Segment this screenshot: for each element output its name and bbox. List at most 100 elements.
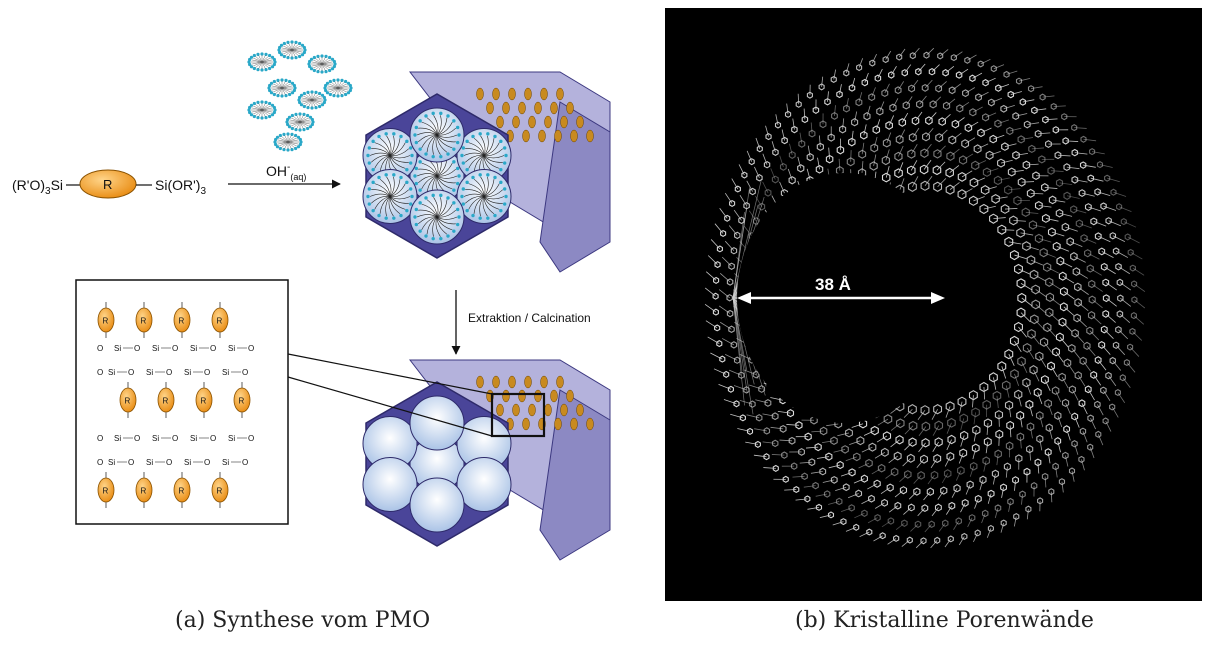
network-o-label: O [210, 434, 216, 443]
framework-perspective-streak [732, 297, 755, 385]
network-si-label: Si [108, 368, 115, 377]
framework-bond [1038, 205, 1052, 208]
zoom-line-top [287, 353, 493, 395]
framework-ring-unit [953, 484, 961, 493]
framework-bond [714, 223, 724, 234]
framework-bond [945, 406, 951, 418]
framework-bond [890, 406, 901, 414]
framework-bond [721, 338, 735, 346]
framework-ring-unit [1095, 430, 1102, 438]
framework-bond [973, 412, 976, 425]
framework-ring-unit [942, 69, 949, 77]
framework-bond [1074, 332, 1085, 344]
framework-ring-unit [1014, 389, 1023, 400]
framework-ring-unit [713, 276, 720, 284]
framework-bond [1087, 389, 1095, 401]
svg-text:(R'O)3Si: (R'O)3Si [12, 177, 63, 197]
framework-bond [1072, 389, 1079, 401]
framework-bond [1048, 427, 1053, 440]
framework-ring-unit [868, 442, 877, 452]
framework-bond [755, 195, 763, 207]
network-r-group [119, 387, 137, 413]
framework-ring-unit [831, 111, 838, 120]
network-r-label: R [125, 397, 131, 406]
framework-ring-unit [1004, 400, 1014, 410]
framework-bond [890, 66, 897, 76]
framework-bond [911, 144, 918, 155]
framework-ring-unit [1070, 252, 1078, 261]
framework-bond [1089, 330, 1100, 341]
framework-bond [839, 84, 842, 95]
framework-ring-unit [841, 445, 849, 454]
network-o-label: O [166, 368, 172, 377]
framework-bond [728, 369, 742, 376]
framework-ring-unit [748, 158, 755, 166]
framework-bond [833, 69, 837, 80]
framework-ring-unit [942, 519, 949, 527]
framework-ring-unit [1034, 129, 1042, 138]
framework-ring-unit [1098, 340, 1106, 349]
framework-ring-unit [1028, 220, 1038, 230]
framework-ring-unit [893, 534, 900, 542]
framework-bond [938, 81, 947, 89]
framework-bond [1027, 122, 1040, 125]
framework-ring-unit [1102, 278, 1110, 287]
framework-bond [1026, 245, 1039, 251]
framework-bond [866, 105, 871, 117]
framework-bond [847, 493, 859, 499]
framework-ring-unit [1034, 200, 1043, 211]
framework-bond [1048, 281, 1061, 290]
framework-bond [1082, 360, 1092, 372]
framework-ring-unit [741, 171, 748, 179]
framework-bond [745, 441, 758, 445]
framework-ring-unit [882, 138, 891, 148]
framework-bond [1009, 127, 1022, 132]
framework-bond [888, 455, 898, 464]
framework-bond [986, 528, 992, 538]
framework-bond [958, 536, 965, 546]
framework-bond [1132, 267, 1145, 276]
framework-ring-unit [1034, 233, 1044, 244]
framework-ring-unit [1052, 347, 1060, 357]
framework-bond [1074, 416, 1080, 428]
framework-ring-unit [765, 133, 772, 141]
framework-bond [724, 354, 738, 361]
framework-bond [998, 83, 1010, 89]
framework-ring-unit [856, 64, 863, 72]
framework-ring-unit [1115, 325, 1122, 334]
framework-ring-unit [825, 154, 834, 164]
framework-bond [1077, 302, 1089, 312]
framework-bond [1010, 91, 1022, 95]
framework-ring-unit [758, 202, 766, 211]
framework-ring-unit [886, 483, 894, 492]
framework-bond [997, 177, 1010, 181]
framework-ring-unit [726, 278, 734, 286]
framework-bond [973, 532, 979, 543]
framework-ring-unit [1061, 222, 1070, 232]
framework-ring-unit [851, 118, 859, 127]
framework-bond [1070, 241, 1083, 247]
framework-ring-unit [1000, 519, 1007, 527]
framework-ring-unit [816, 142, 824, 152]
network-r-label: R [217, 317, 223, 326]
framework-bond [1129, 346, 1140, 357]
framework-ring-unit [882, 56, 889, 64]
framework-ring-unit [861, 509, 868, 518]
framework-ring-unit [1059, 302, 1068, 312]
framework-bond [1020, 232, 1034, 236]
framework-bond [1029, 449, 1031, 461]
framework-bond [991, 97, 1003, 103]
framework-ring-unit [1027, 85, 1035, 93]
framework-bond [1071, 348, 1081, 359]
framework-ring-unit [921, 421, 931, 432]
framework-ring-unit [979, 475, 987, 484]
framework-bond [1083, 138, 1097, 142]
framework-ring-unit [1000, 104, 1008, 113]
framework-bond [1062, 321, 1072, 332]
framework-ring-unit [1087, 311, 1096, 320]
framework-bond [867, 483, 878, 490]
framework-bond [1015, 113, 1028, 117]
framework-bond [719, 321, 732, 330]
framework-bond [1103, 390, 1111, 401]
framework-bond [1090, 418, 1096, 430]
